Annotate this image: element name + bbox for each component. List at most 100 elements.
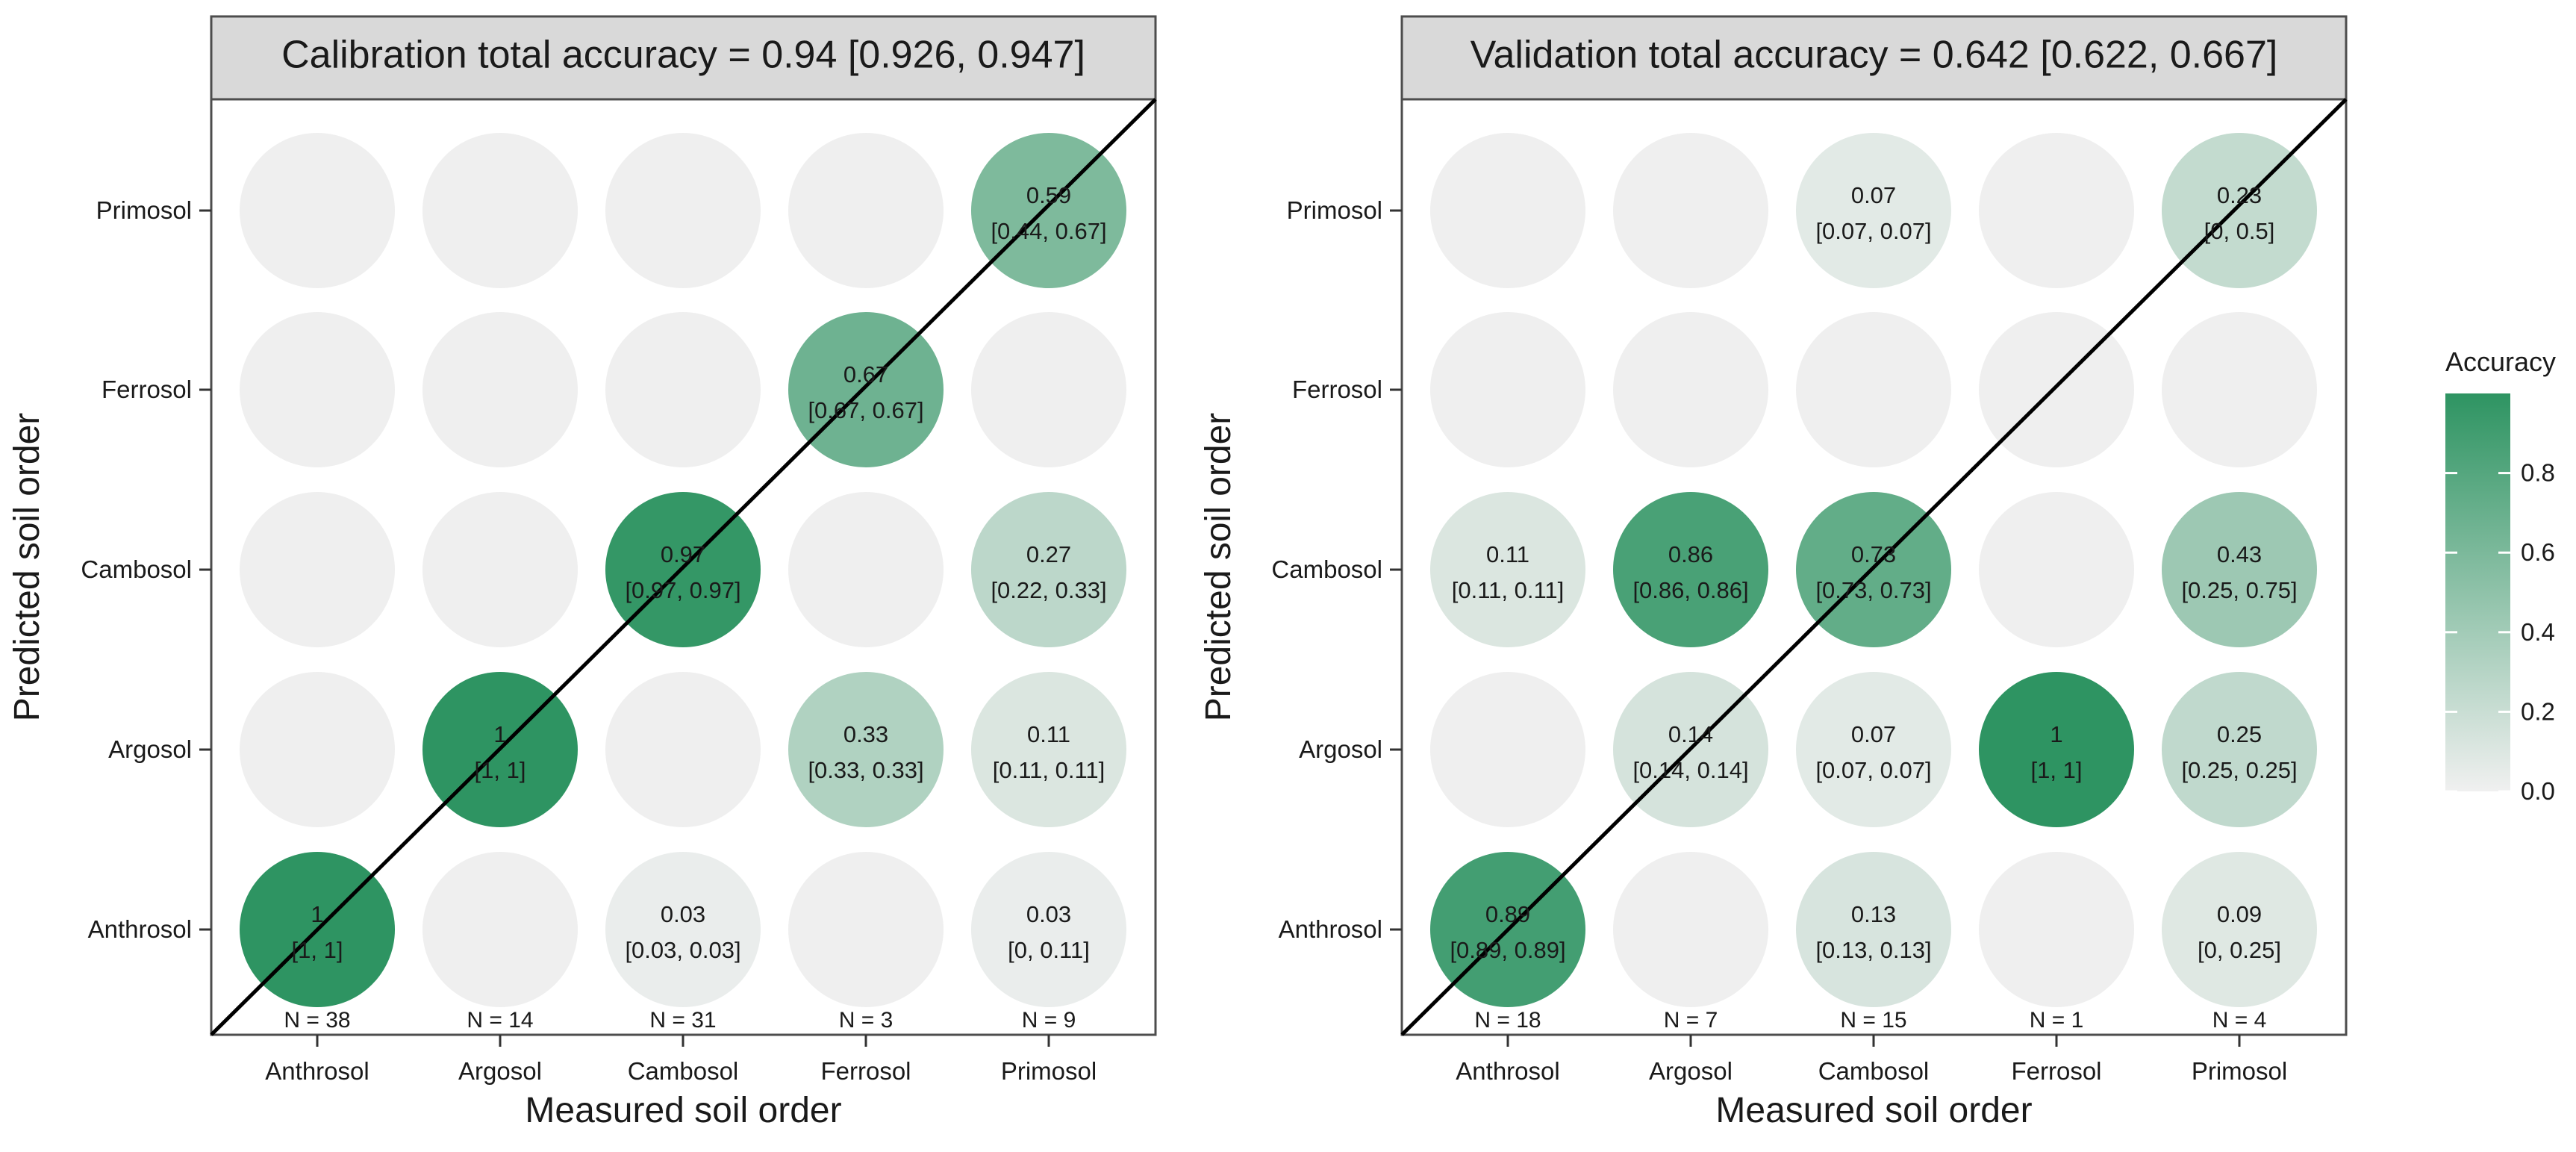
validation-cell-value-label: 0.25 xyxy=(2217,721,2262,747)
legend-tick-label: 0.8 xyxy=(2521,459,2555,487)
validation-cell-ferrosol-anthrosol xyxy=(1430,312,1585,467)
validation-x-tick-label-cambosol: Cambosol xyxy=(1818,1057,1930,1085)
calibration-x-tick-label-ferrosol: Ferrosol xyxy=(820,1057,911,1085)
calibration-cell-value-label: 1 xyxy=(493,721,506,747)
calibration-cell-ci-label: [0.44, 0.67] xyxy=(991,218,1106,244)
validation-cell-ci-label: [0.07, 0.07] xyxy=(1815,218,1931,244)
validation-cell-ferrosol-primosol xyxy=(2162,312,2317,467)
validation-cell-value-label: 0.07 xyxy=(1851,182,1896,208)
validation-y-axis-title: Predicted soil order xyxy=(1199,413,1238,722)
validation-cell-argosol-cambosol xyxy=(1796,672,1951,827)
validation-y-axis: Anthrosol Argosol Cambosol Ferrosol Primosol xyxy=(1271,196,1402,943)
validation-n-label: N = 4 xyxy=(2212,1008,2267,1033)
calibration-cell-ci-label: [0, 0.11] xyxy=(1008,937,1090,963)
validation-cell-anthrosol-cambosol xyxy=(1796,852,1951,1007)
calibration-cell-ci-label: [0.03, 0.03] xyxy=(625,937,740,963)
calibration-x-tick-label-anthrosol: Anthrosol xyxy=(265,1057,369,1085)
validation-cell-primosol-ferrosol xyxy=(1979,133,2134,288)
calibration-cell-ci-label: [0.97, 0.97] xyxy=(625,577,740,603)
accuracy-legend: Accuracy 0.0 0.2 0.4 0.6 0.8 xyxy=(2445,346,2556,805)
validation-cell-anthrosol-primosol xyxy=(2162,852,2317,1007)
validation-n-label: N = 15 xyxy=(1840,1008,1906,1033)
validation-cell-ci-label: [0.25, 0.75] xyxy=(2181,577,2297,603)
calibration-cell-ci-label: [0.67, 0.67] xyxy=(808,397,923,423)
calibration-cell-argosol-primosol xyxy=(971,672,1126,827)
calibration-cell-argosol-anthrosol xyxy=(240,672,395,827)
validation-y-tick-label-cambosol: Cambosol xyxy=(1271,555,1382,583)
calibration-y-tick-label-anthrosol: Anthrosol xyxy=(88,915,192,943)
calibration-n-label: N = 14 xyxy=(467,1008,533,1033)
validation-cell-ci-label: [1, 1] xyxy=(2031,757,2083,783)
calibration-cell-value-label: 1 xyxy=(311,901,323,927)
calibration-y-axis: Anthrosol Argosol Cambosol Ferrosol Primosol xyxy=(81,196,211,943)
calibration-cells xyxy=(240,133,1126,1007)
calibration-cell-primosol-ferrosol xyxy=(788,133,944,288)
calibration-cell-value-label: 0.03 xyxy=(661,901,705,927)
validation-cell-value-label: 0.86 xyxy=(1668,541,1713,567)
calibration-n-label: N = 9 xyxy=(1022,1008,1076,1033)
validation-y-tick-label-argosol: Argosol xyxy=(1299,735,1382,763)
calibration-y-tick-label-primosol: Primosol xyxy=(96,196,192,224)
calibration-y-tick-label-argosol: Argosol xyxy=(108,735,192,763)
validation-cell-argosol-primosol xyxy=(2162,672,2317,827)
calibration-cell-ci-label: [0.22, 0.33] xyxy=(991,577,1106,603)
validation-n-labels: N = 18 N = 7 N = 15 N = 1 N = 4 xyxy=(1474,1008,2266,1033)
validation-n-label: N = 1 xyxy=(2030,1008,2084,1033)
calibration-x-axis-title: Measured soil order xyxy=(525,1091,841,1130)
validation-cell-ferrosol-argosol xyxy=(1613,312,1768,467)
calibration-y-tick-label-cambosol: Cambosol xyxy=(81,555,192,583)
validation-cell-ci-label: [0, 0.25] xyxy=(2198,937,2281,963)
calibration-cell-cambosol-argosol xyxy=(422,492,578,647)
legend-colorbar xyxy=(2445,393,2510,791)
validation-cell-ci-label: [0.86, 0.86] xyxy=(1632,577,1748,603)
validation-cell-ci-label: [0.11, 0.11] xyxy=(1452,577,1565,603)
calibration-x-tick-label-cambosol: Cambosol xyxy=(628,1057,739,1085)
calibration-cell-value-label: 0.11 xyxy=(1027,721,1070,747)
validation-cell-ci-label: [0.13, 0.13] xyxy=(1815,937,1931,963)
validation-panel: Validation total accuracy = 0.642 [0.622… xyxy=(1199,15,2348,1130)
validation-x-axis-title: Measured soil order xyxy=(1715,1091,2032,1130)
calibration-cell-primosol-cambosol xyxy=(605,133,761,288)
validation-cell-value-label: 0.09 xyxy=(2217,901,2262,927)
calibration-cell-primosol-primosol xyxy=(971,133,1126,288)
validation-cell-argosol-anthrosol xyxy=(1430,672,1585,827)
legend-ticks: 0.0 0.2 0.4 0.6 0.8 xyxy=(2445,459,2555,805)
calibration-cell-argosol-cambosol xyxy=(605,672,761,827)
validation-n-label: N = 7 xyxy=(1664,1008,1718,1033)
calibration-cell-ferrosol-primosol xyxy=(971,312,1126,467)
calibration-x-axis: Anthrosol Argosol Cambosol Ferrosol Primosol xyxy=(265,1035,1097,1085)
calibration-y-tick-label-ferrosol: Ferrosol xyxy=(102,376,192,403)
validation-cell-ci-label: [0.89, 0.89] xyxy=(1450,937,1565,963)
calibration-x-tick-label-argosol: Argosol xyxy=(458,1057,542,1085)
validation-title: Validation total accuracy = 0.642 [0.622… xyxy=(1471,34,2278,77)
calibration-x-tick-label-primosol: Primosol xyxy=(1001,1057,1097,1085)
validation-cell-cambosol-argosol xyxy=(1613,492,1768,647)
validation-cell-ci-label: [0.73, 0.73] xyxy=(1815,577,1931,603)
validation-cell-value-label: 0.89 xyxy=(1485,901,1530,927)
validation-x-tick-label-ferrosol: Ferrosol xyxy=(2011,1057,2101,1085)
calibration-cell-anthrosol-argosol xyxy=(422,852,578,1007)
calibration-cell-value-label: 0.03 xyxy=(1026,901,1071,927)
validation-cell-primosol-cambosol xyxy=(1796,133,1951,288)
validation-y-tick-label-anthrosol: Anthrosol xyxy=(1279,915,1382,943)
validation-cell-cambosol-anthrosol xyxy=(1430,492,1585,647)
calibration-diagonal-line xyxy=(210,98,1157,1036)
validation-cell-ci-label: [0.25, 0.25] xyxy=(2181,757,2297,783)
legend-tick-label: 0.6 xyxy=(2521,538,2555,566)
validation-cell-ci-label: [0.07, 0.07] xyxy=(1815,757,1931,783)
calibration-cell-ci-label: [0.11, 0.11] xyxy=(993,757,1105,783)
validation-x-tick-label-anthrosol: Anthrosol xyxy=(1456,1057,1559,1085)
calibration-cell-value-label: 0.59 xyxy=(1026,182,1071,208)
calibration-cell-value-label: 0.97 xyxy=(661,541,705,567)
legend-tick-label: 0.4 xyxy=(2521,618,2555,646)
calibration-cell-value-label: 0.67 xyxy=(843,361,888,387)
calibration-cell-ferrosol-anthrosol xyxy=(240,312,395,467)
validation-cell-ci-label: [0.14, 0.14] xyxy=(1632,757,1748,783)
calibration-cell-ferrosol-cambosol xyxy=(605,312,761,467)
calibration-cell-ci-label: [1, 1] xyxy=(292,937,343,963)
calibration-y-axis-title: Predicted soil order xyxy=(7,413,47,722)
calibration-cell-cambosol-anthrosol xyxy=(240,492,395,647)
legend-title: Accuracy xyxy=(2445,346,2556,377)
calibration-cell-primosol-anthrosol xyxy=(240,133,395,288)
